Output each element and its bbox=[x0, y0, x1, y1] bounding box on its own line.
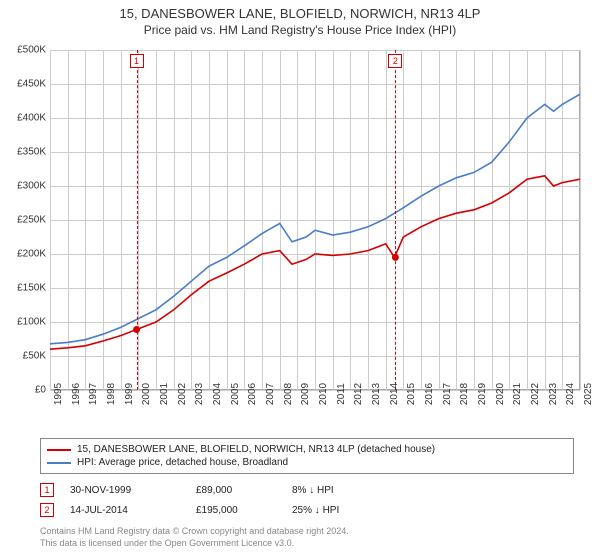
footer-line: Contains HM Land Registry data © Crown c… bbox=[40, 526, 574, 538]
y-tick-label: £400K bbox=[17, 113, 46, 124]
y-tick-label: £200K bbox=[17, 249, 46, 260]
sale-marker-box: 2 bbox=[388, 54, 402, 68]
y-tick-label: £350K bbox=[17, 147, 46, 158]
sales-table: 1 30-NOV-1999 £89,000 8% ↓ HPI 2 14-JUL-2014 £… bbox=[40, 480, 574, 520]
x-tick-label: 2008 bbox=[283, 383, 294, 405]
gridline bbox=[580, 50, 581, 390]
sale-delta: 25% ↓ HPI bbox=[292, 505, 392, 516]
sale-marker-box: 1 bbox=[130, 54, 144, 68]
x-tick-label: 1995 bbox=[53, 383, 64, 405]
sale-row-marker: 1 bbox=[40, 483, 54, 497]
x-tick-label: 2020 bbox=[495, 383, 506, 405]
x-tick-label: 2011 bbox=[336, 383, 347, 405]
sale-price: £89,000 bbox=[196, 485, 276, 496]
x-tick-label: 2010 bbox=[318, 383, 329, 405]
footer: Contains HM Land Registry data © Crown c… bbox=[40, 526, 574, 549]
x-tick-label: 2016 bbox=[424, 383, 435, 405]
x-tick-label: 2017 bbox=[442, 383, 453, 405]
legend-area: 15, DANESBOWER LANE, BLOFIELD, NORWICH, … bbox=[40, 438, 574, 549]
sales-row: 1 30-NOV-1999 £89,000 8% ↓ HPI bbox=[40, 480, 574, 500]
x-tick-label: 1999 bbox=[124, 383, 135, 405]
sale-date: 30-NOV-1999 bbox=[70, 485, 180, 496]
y-tick-label: £500K bbox=[17, 45, 46, 56]
x-tick-label: 2006 bbox=[247, 383, 258, 405]
legend-row: 15, DANESBOWER LANE, BLOFIELD, NORWICH, … bbox=[47, 443, 567, 456]
chart-title: 15, DANESBOWER LANE, BLOFIELD, NORWICH, … bbox=[0, 6, 600, 21]
chart-subtitle: Price paid vs. HM Land Registry's House … bbox=[0, 23, 600, 37]
title-block: 15, DANESBOWER LANE, BLOFIELD, NORWICH, … bbox=[0, 0, 600, 37]
x-tick-label: 2022 bbox=[530, 383, 541, 405]
x-tick-label: 2023 bbox=[548, 383, 559, 405]
y-tick-label: £150K bbox=[17, 283, 46, 294]
x-tick-label: 2009 bbox=[300, 383, 311, 405]
y-tick-label: £0 bbox=[35, 385, 46, 396]
x-tick-label: 2002 bbox=[177, 383, 188, 405]
x-tick-label: 2018 bbox=[459, 383, 470, 405]
y-tick-label: £50K bbox=[23, 351, 46, 362]
sale-price: £195,000 bbox=[196, 505, 276, 516]
x-tick-label: 2013 bbox=[371, 383, 382, 405]
legend-swatch bbox=[47, 449, 71, 451]
x-tick-label: 2001 bbox=[159, 383, 170, 405]
x-tick-label: 2004 bbox=[212, 383, 223, 405]
footer-line: This data is licensed under the Open Gov… bbox=[40, 538, 574, 550]
x-tick-label: 2005 bbox=[230, 383, 241, 405]
series-line bbox=[50, 94, 580, 344]
sale-row-marker: 2 bbox=[40, 503, 54, 517]
x-tick-label: 2019 bbox=[477, 383, 488, 405]
x-tick-label: 2024 bbox=[565, 383, 576, 405]
x-tick-label: 2012 bbox=[353, 383, 364, 405]
legend-swatch bbox=[47, 462, 71, 464]
line-series-layer bbox=[50, 50, 580, 390]
x-tick-label: 2000 bbox=[141, 383, 152, 405]
x-tick-label: 2003 bbox=[194, 383, 205, 405]
y-tick-label: £100K bbox=[17, 317, 46, 328]
legend-row: HPI: Average price, detached house, Broa… bbox=[47, 456, 567, 469]
x-tick-label: 2014 bbox=[389, 383, 400, 405]
x-tick-label: 1998 bbox=[106, 383, 117, 405]
chart-area: 12 £0£50K£100K£150K£200K£250K£300K£350K£… bbox=[50, 50, 580, 390]
sale-delta: 8% ↓ HPI bbox=[292, 485, 392, 496]
sales-row: 2 14-JUL-2014 £195,000 25% ↓ HPI bbox=[40, 500, 574, 520]
x-tick-label: 2021 bbox=[512, 383, 523, 405]
x-tick-label: 1996 bbox=[71, 383, 82, 405]
sale-vline bbox=[137, 50, 138, 390]
x-tick-label: 1997 bbox=[88, 383, 99, 405]
y-tick-label: £450K bbox=[17, 79, 46, 90]
chart-container: 15, DANESBOWER LANE, BLOFIELD, NORWICH, … bbox=[0, 0, 600, 560]
legend-label: HPI: Average price, detached house, Broa… bbox=[77, 457, 288, 468]
x-tick-label: 2015 bbox=[406, 383, 417, 405]
sale-date: 14-JUL-2014 bbox=[70, 505, 180, 516]
x-tick-label: 2007 bbox=[265, 383, 276, 405]
x-tick-label: 2025 bbox=[583, 383, 594, 405]
y-tick-label: £300K bbox=[17, 181, 46, 192]
y-tick-label: £250K bbox=[17, 215, 46, 226]
legend-box: 15, DANESBOWER LANE, BLOFIELD, NORWICH, … bbox=[40, 438, 574, 474]
sale-vline bbox=[395, 50, 396, 390]
legend-label: 15, DANESBOWER LANE, BLOFIELD, NORWICH, … bbox=[77, 444, 435, 455]
